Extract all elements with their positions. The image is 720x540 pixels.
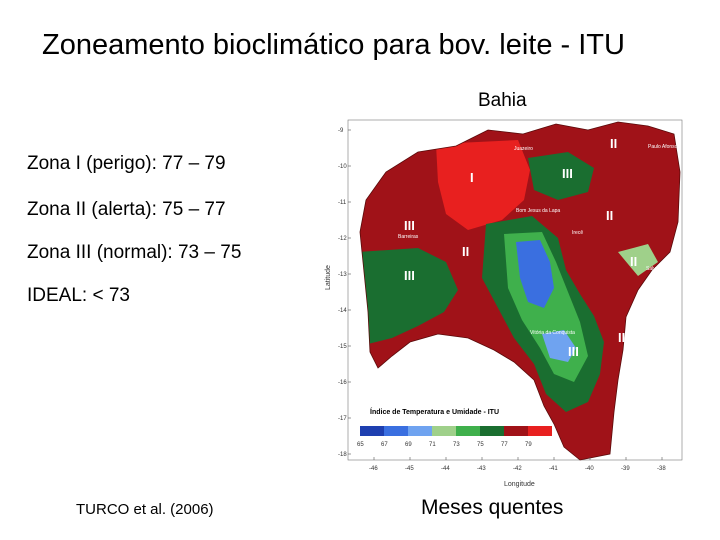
x-tick-label: -38 (657, 466, 666, 472)
x-tick-label: -41 (549, 466, 558, 472)
x-tick-label: -46 (369, 466, 378, 472)
zone-iii-west-area (360, 248, 458, 344)
ideal-label: IDEAL: < 73 (27, 285, 130, 306)
legend-swatch (528, 426, 552, 436)
legend-tick-label: 67 (381, 442, 388, 448)
y-tick-label: -10 (338, 164, 347, 170)
legend-tick-label: 65 (357, 442, 364, 448)
ideal-area (516, 240, 554, 308)
x-tick-label: -40 (585, 466, 594, 472)
city-label: Vitória da Conquista (530, 330, 575, 336)
legend-swatch (432, 426, 456, 436)
x-tick-label: -43 (477, 466, 486, 472)
city-label: Irecê (572, 230, 583, 236)
zone-i-area (436, 140, 530, 230)
zone-numeral: II (618, 330, 625, 345)
slide-title: Zoneamento bioclimático para bov. leite … (42, 29, 625, 61)
legend-tick-label: 73 (453, 442, 460, 448)
legend-swatch (384, 426, 408, 436)
legend-tick-label: 79 (525, 442, 532, 448)
zone-numeral: III (404, 268, 415, 283)
bahia-itu-map: I II III II III II III II III II Juazeir… (318, 112, 684, 490)
y-tick-label: -9 (338, 128, 344, 134)
city-label: Salvador (646, 266, 666, 272)
city-label: Paulo Afonso (648, 144, 678, 150)
zone-numeral: II (610, 136, 617, 151)
zone-numeral: III (562, 166, 573, 181)
zone-numeral: II (630, 254, 637, 269)
legend-tick-label: 77 (501, 442, 508, 448)
y-tick-label: -17 (338, 416, 347, 422)
legend-swatch (480, 426, 504, 436)
y-tick-label: -12 (338, 236, 347, 242)
reference-citation: TURCO et al. (2006) (76, 501, 214, 518)
zone-3-label: Zona III (normal): 73 – 75 (27, 242, 242, 263)
legend-tick-label: 75 (477, 442, 484, 448)
state-border (359, 121, 681, 461)
zone-numeral: III (404, 218, 415, 233)
state-territory (360, 122, 680, 460)
x-axis-label: Longitude (504, 481, 535, 488)
map-frame (347, 119, 683, 461)
y-tick-label: -14 (338, 308, 347, 314)
zone-2-label: Zona II (alerta): 75 – 77 (27, 199, 226, 220)
y-tick-label: -13 (338, 272, 347, 278)
legend-tick-label: 71 (429, 442, 436, 448)
city-label: Bom Jesus da Lapa (516, 208, 560, 214)
y-tick-label: -15 (338, 344, 347, 350)
x-tick-label: -44 (441, 466, 450, 472)
zone-numeral: III (568, 344, 579, 359)
x-tick-label: -45 (405, 466, 414, 472)
legend-swatch (504, 426, 528, 436)
zone-numeral: II (606, 208, 613, 223)
legend-swatch (408, 426, 432, 436)
city-label: Barreiras (398, 234, 419, 240)
zone-numeral: I (470, 170, 474, 185)
legend-tick-label: 69 (405, 442, 412, 448)
zone-numeral: II (462, 244, 469, 259)
y-tick-label: -16 (338, 380, 347, 386)
zone-iii-north-area (528, 152, 594, 200)
coastal-area (618, 244, 658, 276)
zone-1-label: Zona I (perigo): 77 – 79 (27, 153, 226, 174)
city-label: Juazeiro (514, 146, 533, 152)
y-tick-label: -18 (338, 452, 347, 458)
season-caption: Meses quentes (421, 496, 564, 519)
x-tick-label: -42 (513, 466, 522, 472)
y-axis-label: Latitude (325, 265, 332, 290)
legend-swatch (456, 426, 480, 436)
legend-title: Índice de Temperatura e Umidade - ITU (370, 407, 499, 416)
legend-swatch (360, 426, 384, 436)
x-tick-label: -39 (621, 466, 630, 472)
map-caption: Bahia (478, 90, 527, 111)
ideal-south-area (542, 330, 576, 362)
y-tick-label: -11 (338, 200, 347, 206)
